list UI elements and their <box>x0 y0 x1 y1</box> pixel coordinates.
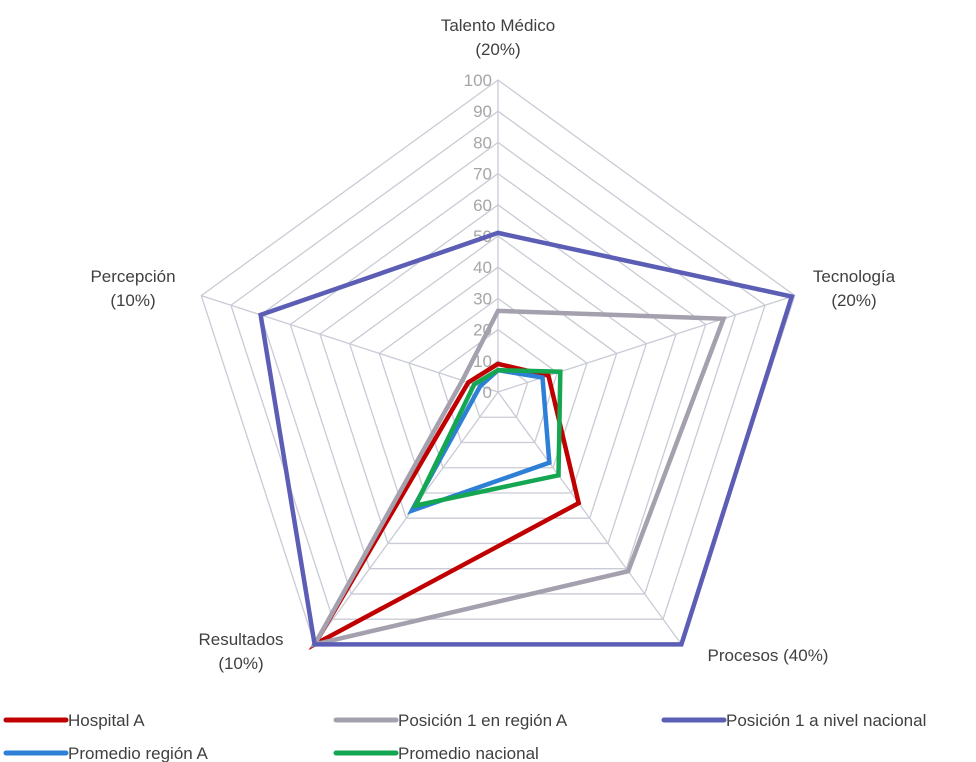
tick-label: 10 <box>473 352 492 371</box>
grid-ring <box>348 235 648 519</box>
tick-label: 60 <box>473 196 492 215</box>
legend-label: Promedio nacional <box>398 744 539 762</box>
legend-label: Hospital A <box>68 711 145 730</box>
legend: Hospital A Posición 1 en región A Posición… <box>3 711 926 762</box>
grid-ring <box>230 110 766 620</box>
legend-label: Posición 1 en región A <box>398 711 568 730</box>
grid-ring <box>319 203 677 545</box>
tick-label: 70 <box>473 165 492 184</box>
tick-label: 90 <box>473 102 492 121</box>
tick-label: 100 <box>464 71 492 90</box>
axis-label: Talento Médico (20%) <box>441 16 555 59</box>
grid-ring <box>437 328 559 444</box>
axis-label: Resultados (10%) <box>198 630 283 673</box>
grid-ring <box>408 297 588 469</box>
tick-label: 0 <box>483 383 492 402</box>
legend-label: Posición 1 a nivel nacional <box>726 711 926 730</box>
grid-ring <box>289 172 707 570</box>
axis-label: Procesos (40%) <box>708 646 829 665</box>
tick-label: 40 <box>473 258 492 277</box>
series-line <box>407 367 552 515</box>
series-line <box>310 308 727 648</box>
axis-spoke <box>314 391 499 645</box>
series-lines <box>258 230 795 651</box>
legend-label: Promedio región A <box>68 744 209 762</box>
axis-spoke <box>201 294 499 393</box>
series-line <box>308 361 582 651</box>
tick-label: 30 <box>473 289 492 308</box>
series-line <box>258 230 795 647</box>
axis-labels: Talento Médico (20%) Tecnología (20%) Proces… <box>90 16 895 673</box>
axis-label: Tecnología (20%) <box>813 267 896 310</box>
series-line <box>411 367 563 509</box>
tick-label: 80 <box>473 133 492 152</box>
grid-ring <box>259 141 737 595</box>
axis-label: Percepción (10%) <box>90 267 175 310</box>
grid-ring <box>378 266 618 494</box>
axis-spoke <box>497 391 682 645</box>
